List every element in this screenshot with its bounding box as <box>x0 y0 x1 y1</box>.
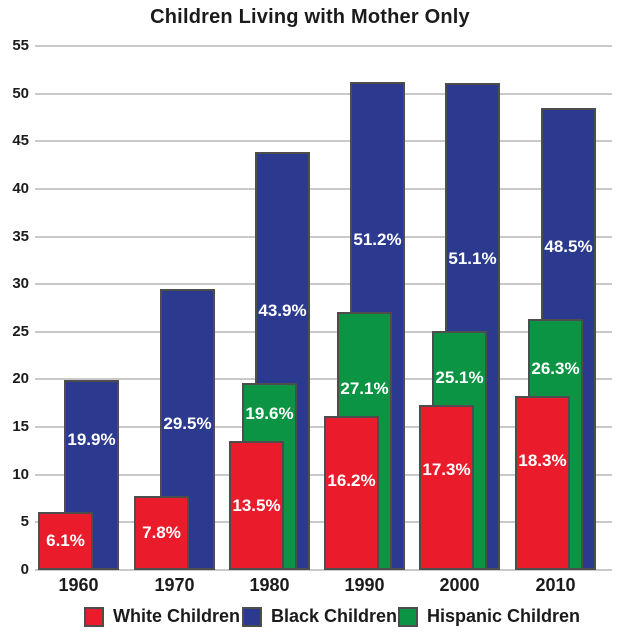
x-axis-label: 1960 <box>58 575 99 595</box>
y-axis-tick-label: 10 <box>12 465 29 483</box>
bar-value-label: 29.5% <box>163 413 212 433</box>
gridline <box>35 473 612 476</box>
bar-white-children-2000 <box>419 405 474 570</box>
legend-label: White Children <box>113 606 240 626</box>
x-axis-label: 1990 <box>344 575 385 595</box>
gridline <box>35 426 612 429</box>
gridline <box>35 92 612 95</box>
gridline <box>35 140 612 143</box>
gridline <box>35 569 612 571</box>
bar-value-label: 51.1% <box>448 248 497 268</box>
y-axis-tick-label: 30 <box>12 275 29 293</box>
gridline <box>35 330 612 333</box>
y-axis-tick-label: 25 <box>12 322 29 340</box>
bar-value-label: 51.2% <box>353 229 402 249</box>
legend-swatch-white-children <box>84 606 104 627</box>
bar-value-label: 26.3% <box>531 358 580 378</box>
gridline <box>35 283 612 286</box>
bar-value-label: 25.1% <box>435 368 484 388</box>
bar-value-label: 17.3% <box>422 460 471 480</box>
chart-title: Children Living with Mother Only <box>150 6 470 28</box>
y-axis-tick-label: 35 <box>12 227 29 245</box>
y-axis-tick-label: 50 <box>12 84 29 102</box>
bar-value-label: 7.8% <box>142 522 181 542</box>
legend-label: Hispanic Children <box>427 606 581 626</box>
bar-value-label: 48.5% <box>544 237 593 257</box>
bar-value-label: 43.9% <box>258 301 307 321</box>
gridline <box>35 378 612 381</box>
y-axis-tick-label: 45 <box>12 132 29 150</box>
y-axis-tick-label: 5 <box>20 513 29 531</box>
bar-white-children-2010 <box>515 395 570 570</box>
y-axis-tick-label: 15 <box>12 418 29 436</box>
legend: White Children Black Children Hispanic C… <box>0 603 620 629</box>
bar-value-label: 16.2% <box>327 470 376 490</box>
x-axis-label: 2010 <box>535 575 576 595</box>
bar-value-label: 18.3% <box>518 450 567 470</box>
gridline <box>35 45 612 47</box>
bar-white-children-1960 <box>38 511 93 570</box>
bar-white-children-1970 <box>134 495 189 570</box>
gridline <box>35 235 612 238</box>
gridline <box>35 187 612 190</box>
legend-swatch-hispanic-children <box>398 606 418 627</box>
y-axis-tick-label: 20 <box>12 370 29 388</box>
x-axis-label: 2000 <box>439 575 480 595</box>
bar-value-label: 27.1% <box>340 378 389 398</box>
bar-value-label: 19.6% <box>245 404 294 424</box>
bar-white-children-1990 <box>324 415 379 570</box>
bar-value-label: 13.5% <box>232 495 281 515</box>
bar-white-children-1980 <box>229 441 284 570</box>
gridline <box>35 521 612 524</box>
legend-item-hispanic-children: Hispanic Children <box>398 606 580 627</box>
legend-swatch-black-children <box>242 606 262 627</box>
legend-item-black-children: Black Children <box>242 606 397 627</box>
x-axis-label: 1980 <box>249 575 290 595</box>
y-axis-tick-label: 40 <box>12 179 29 197</box>
bar-value-label: 19.9% <box>67 429 116 449</box>
legend-label: Black Children <box>271 606 398 626</box>
y-axis-tick-label: 55 <box>12 37 29 54</box>
y-axis-tick-label: 0 <box>20 561 29 578</box>
x-axis-label: 1970 <box>154 575 195 595</box>
bar-value-label: 6.1% <box>46 530 85 550</box>
legend-item-white-children: White Children <box>84 606 240 627</box>
